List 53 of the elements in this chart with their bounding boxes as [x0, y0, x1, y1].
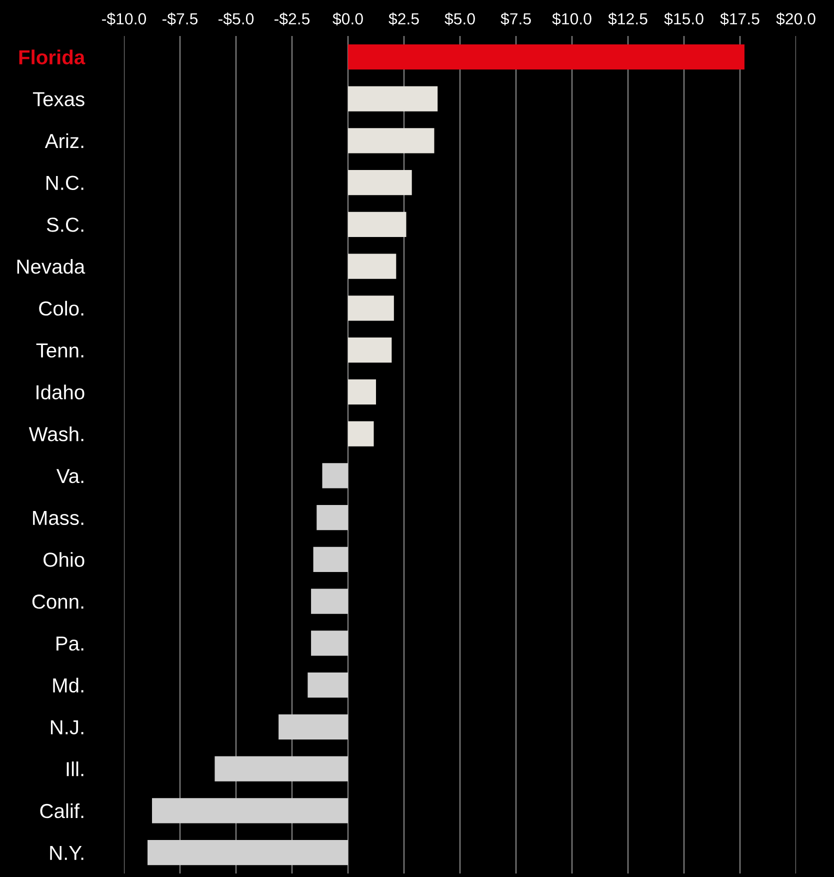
y-tick-label: Wash.	[28, 426, 84, 442]
y-tick-label: Ariz.	[44, 133, 84, 148]
y-tick-label: Mass.	[33, 510, 84, 526]
x-tick-label: $15.0	[664, 12, 704, 26]
x-tick-label: -$7.5	[162, 12, 198, 26]
bar	[214, 756, 348, 782]
y-tick-label: Calif.	[40, 803, 84, 818]
x-tick-label: $10.0	[552, 12, 592, 26]
bar	[311, 630, 348, 656]
x-tick-label: $12.5	[608, 12, 648, 26]
y-tick-label: Nevada	[17, 258, 86, 274]
y-tick-label: Pa.	[56, 636, 84, 651]
x-tick-label: $0.0	[332, 12, 363, 26]
bar	[278, 714, 348, 740]
x-tick-label: -$2.5	[274, 12, 310, 26]
bar	[322, 463, 348, 488]
y-tick-label: N.J.	[50, 720, 84, 734]
bar	[348, 128, 434, 154]
bar	[348, 254, 396, 279]
y-tick-label: Ill.	[66, 762, 84, 776]
y-tick-label: Conn.	[32, 594, 84, 609]
y-tick-label: Va.	[56, 469, 84, 484]
x-tick-label: $2.5	[388, 12, 419, 26]
y-tick-label: S.C.	[46, 218, 84, 232]
bar	[308, 672, 348, 698]
x-tick-label: $17.5	[720, 12, 760, 26]
y-tick-label: Idaho	[36, 384, 84, 400]
x-tick-label: -$10.0	[102, 12, 146, 26]
bar	[316, 504, 348, 530]
bar	[348, 296, 394, 321]
bar	[348, 170, 412, 196]
x-tick-label: $5.0	[444, 12, 475, 26]
y-tick-label: Ohio	[44, 552, 84, 567]
bar	[313, 546, 348, 572]
bar	[311, 588, 348, 614]
bar	[148, 840, 348, 866]
x-tick-label: $20.0	[776, 12, 816, 26]
y-tick-label: Texas	[32, 92, 84, 106]
bar	[348, 379, 376, 404]
bar	[348, 337, 392, 363]
x-tick-label: -$5.0	[218, 12, 254, 26]
y-tick-label: N.Y.	[50, 846, 84, 860]
bar	[348, 212, 406, 237]
bar	[348, 86, 438, 112]
x-tick-label: $7.5	[500, 12, 531, 26]
bar	[152, 798, 348, 824]
y-tick-label: Tenn.	[36, 343, 84, 358]
y-tick-label: Colo.	[39, 300, 84, 316]
y-tick-label: Md.	[53, 678, 84, 693]
y-tick-label: Florida	[19, 50, 86, 64]
bar	[348, 44, 744, 70]
bar	[348, 421, 374, 446]
y-tick-label: N.C.	[46, 176, 84, 190]
